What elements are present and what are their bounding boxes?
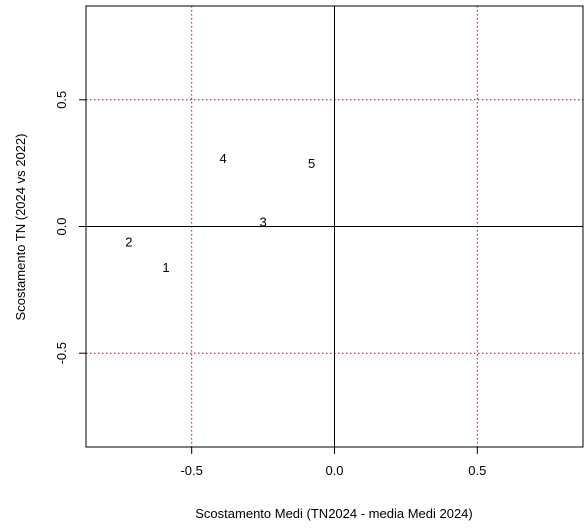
plot-area: -0.5 0.0 0.5 -0.5 0.0 0.5 1 2 3 4 5 [54,5,584,478]
y-tick-label: -0.5 [54,342,69,364]
y-axis-label: Scostamento TN (2024 vs 2022) [13,134,28,321]
y-tick-label: 0.5 [54,91,69,109]
point-label: 5 [308,156,315,171]
x-axis-label: Scostamento Medi (TN2024 - media Medi 20… [195,506,472,521]
point-label: 3 [259,214,266,229]
x-tick-label: 0.0 [325,463,343,478]
x-tick-label: 0.5 [468,463,486,478]
y-tick-label: 0.0 [54,217,69,235]
point-label: 2 [125,235,132,250]
x-tick-label: -0.5 [180,463,202,478]
point-label: 1 [162,260,169,275]
point-label: 4 [219,151,226,166]
